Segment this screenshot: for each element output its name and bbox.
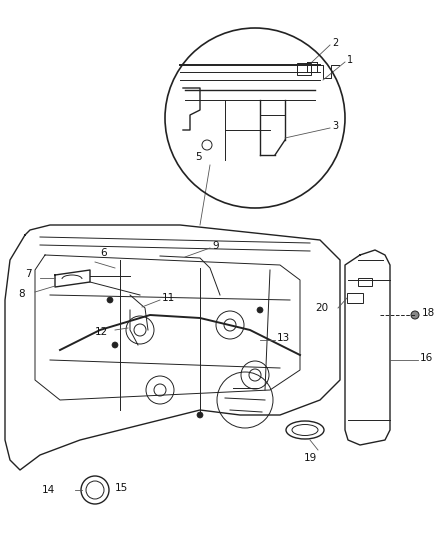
Text: 13: 13 bbox=[277, 333, 290, 343]
Circle shape bbox=[411, 311, 419, 319]
Text: 2: 2 bbox=[332, 38, 338, 48]
Text: 15: 15 bbox=[115, 483, 128, 493]
Text: 1: 1 bbox=[347, 55, 353, 65]
Text: 9: 9 bbox=[212, 241, 219, 251]
Text: 6: 6 bbox=[100, 248, 106, 258]
Text: 18: 18 bbox=[422, 308, 435, 318]
Text: 7: 7 bbox=[25, 269, 32, 279]
FancyBboxPatch shape bbox=[347, 293, 363, 303]
Ellipse shape bbox=[292, 424, 318, 435]
Circle shape bbox=[112, 342, 118, 348]
Text: 19: 19 bbox=[304, 453, 317, 463]
Text: 3: 3 bbox=[332, 121, 338, 131]
Text: 14: 14 bbox=[42, 485, 55, 495]
FancyBboxPatch shape bbox=[297, 63, 311, 75]
Circle shape bbox=[107, 297, 113, 303]
Text: 20: 20 bbox=[315, 303, 328, 313]
Text: 5: 5 bbox=[195, 152, 201, 162]
Text: 8: 8 bbox=[18, 289, 25, 299]
Circle shape bbox=[257, 307, 263, 313]
FancyBboxPatch shape bbox=[358, 278, 372, 286]
Ellipse shape bbox=[286, 421, 324, 439]
Text: 16: 16 bbox=[420, 353, 433, 363]
Text: 12: 12 bbox=[95, 327, 108, 337]
Text: 11: 11 bbox=[162, 293, 175, 303]
Circle shape bbox=[197, 412, 203, 418]
